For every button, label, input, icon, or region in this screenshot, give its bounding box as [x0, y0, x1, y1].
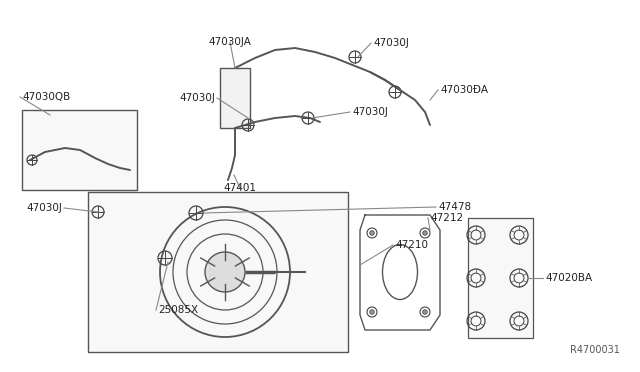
Text: 47478: 47478 [438, 202, 471, 212]
Text: 25085X: 25085X [158, 305, 198, 315]
Text: 47030J: 47030J [373, 38, 409, 48]
Text: 47030ÐA: 47030ÐA [440, 85, 488, 95]
Text: 47030J: 47030J [26, 203, 62, 213]
Bar [468, 218, 533, 338]
Text: 47030JA: 47030JA [209, 37, 252, 47]
Text: 47212: 47212 [430, 213, 463, 223]
Text: 47030J: 47030J [352, 107, 388, 117]
Circle shape [423, 231, 428, 235]
Bar [88, 192, 348, 352]
Bar [220, 68, 250, 128]
Circle shape [205, 252, 245, 292]
Text: 47030J: 47030J [179, 93, 215, 103]
Circle shape [370, 310, 374, 314]
Circle shape [423, 310, 428, 314]
Text: 47401: 47401 [223, 183, 257, 193]
Text: 47210: 47210 [395, 240, 428, 250]
Text: 47020BA: 47020BA [545, 273, 592, 283]
Text: R4700031: R4700031 [570, 345, 620, 355]
Bar [22, 110, 137, 190]
Text: 47030QB: 47030QB [22, 92, 70, 102]
Circle shape [370, 231, 374, 235]
